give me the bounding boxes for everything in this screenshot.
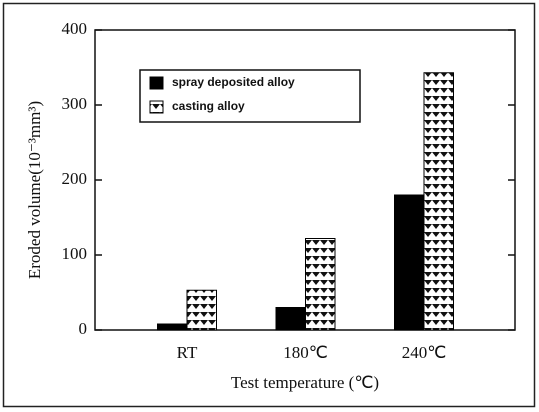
legend-swatch	[149, 100, 164, 114]
x-tick-label: RT	[177, 343, 198, 362]
outer-frame	[2, 2, 536, 408]
x-tick-label: 240℃	[402, 343, 447, 362]
legend-box	[139, 69, 361, 123]
y-tick-label: 0	[79, 319, 88, 338]
legend-swatch	[149, 76, 164, 90]
x-axis-label: Test temperature (℃)	[231, 373, 379, 392]
legend-label: casting alloy	[172, 99, 245, 113]
x-tick-label: 180℃	[283, 343, 328, 362]
bar	[394, 194, 425, 331]
y-axis-label: Eroded volume(10⁻³mm³)	[25, 101, 44, 279]
y-tick-label: 200	[62, 169, 88, 188]
y-tick-label: 300	[62, 94, 88, 113]
bar	[186, 289, 217, 331]
bar	[423, 72, 454, 331]
bar	[305, 238, 336, 331]
y-tick-label: 100	[62, 244, 88, 263]
y-tick-label: 400	[62, 19, 88, 38]
legend-label: spray deposited alloy	[172, 75, 295, 89]
bar	[157, 323, 188, 331]
bar	[275, 307, 306, 331]
